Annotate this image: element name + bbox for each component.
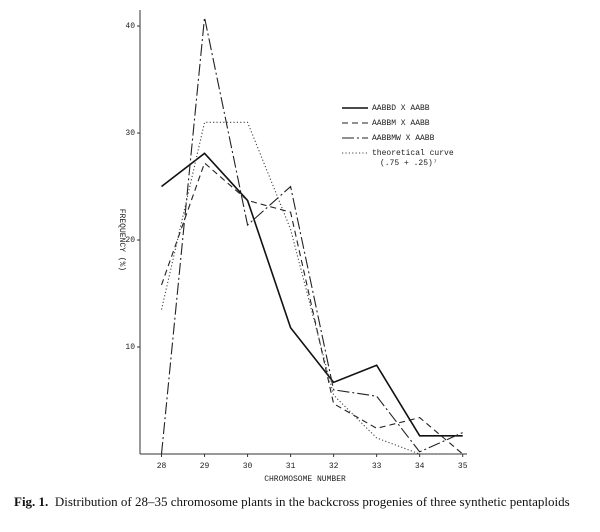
legend-label: AABBM X AABB [372, 119, 430, 128]
x-tick-label: 31 [286, 462, 296, 471]
legend-label: theoretical curve [372, 149, 454, 158]
caption: Fig. 1. Distribution of 28–35 chromosome… [14, 494, 594, 510]
y-axis-label: FREQUENCY (%) [117, 209, 126, 271]
x-tick-label: 28 [157, 462, 167, 471]
y-tick-label: 10 [125, 343, 135, 352]
x-tick-label: 33 [372, 462, 382, 471]
y-tick-label: 40 [125, 22, 135, 31]
series-line [160, 121, 463, 455]
y-tick-label: 30 [125, 129, 135, 138]
legend-label: AABBD X AABB [372, 104, 430, 113]
chart: FREQUENCY (%) CHROMOSOME NUMBER 10 20 30 40… [117, 10, 468, 484]
x-tick-label: 34 [415, 462, 425, 471]
caption-label: Fig. 1. [14, 494, 49, 509]
x-tick-label: 30 [243, 462, 253, 471]
series-line [160, 162, 464, 455]
series-line [161, 152, 463, 437]
x-axis-label: CHROMOSOME NUMBER [264, 475, 346, 484]
x-tick-label: 35 [458, 462, 468, 471]
y-tick-label: 20 [125, 236, 135, 245]
x-tick-label: 29 [200, 462, 210, 471]
legend-label: AABBMW X AABB [372, 134, 435, 143]
legend-note: (.75 + .25)⁷ [380, 159, 438, 168]
series-line [160, 17, 463, 455]
x-tick-label: 32 [329, 462, 339, 471]
caption-text: Distribution of 28–35 chromosome plants … [54, 494, 570, 509]
